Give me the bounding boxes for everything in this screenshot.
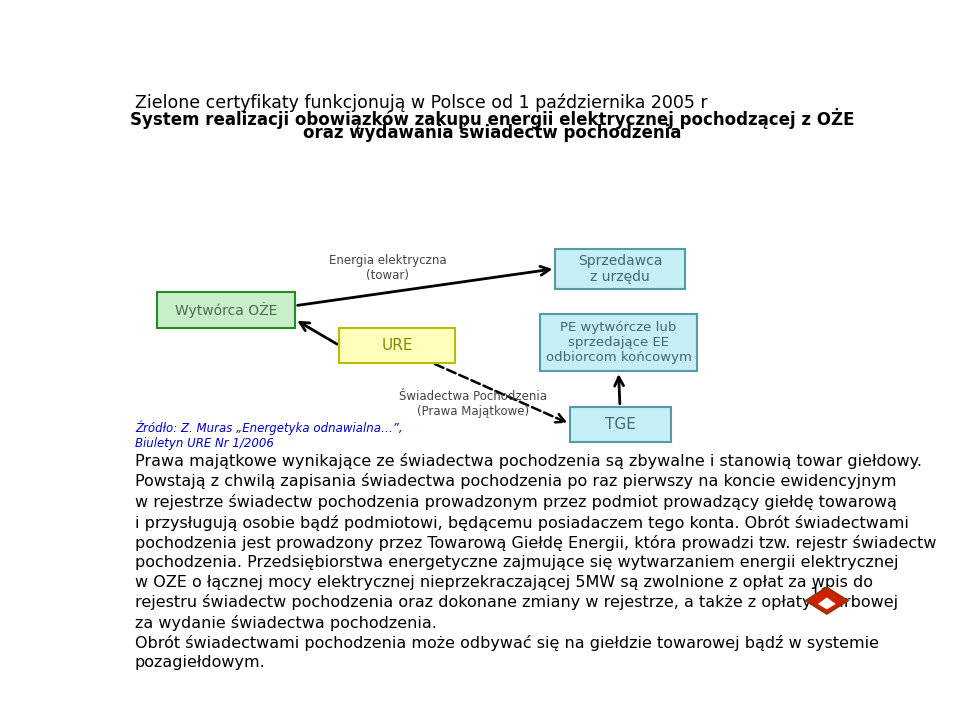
- Text: Świadectwa Pochodzenia
(Prawa Majątkowe): Świadectwa Pochodzenia (Prawa Majątkowe): [399, 390, 547, 418]
- Text: Energia elektryczna
(towar): Energia elektryczna (towar): [329, 253, 446, 282]
- Text: Wytwórca OŻE: Wytwórca OŻE: [175, 302, 277, 318]
- Text: 16: 16: [809, 586, 830, 604]
- Text: Zielone certyfikaty funkcjonują w Polsce od 1 października 2005 r: Zielone certyfikaty funkcjonują w Polsce…: [134, 93, 708, 112]
- FancyBboxPatch shape: [340, 328, 455, 363]
- Polygon shape: [818, 598, 836, 610]
- Text: Źródło: Z. Muras „Energetyka odnawialna…”,
Biuletyn URE Nr 1/2006: Źródło: Z. Muras „Energetyka odnawialna……: [134, 421, 402, 450]
- Text: PE wytwórcze lub
sprzedające EE
odbiorcom końcowym: PE wytwórcze lub sprzedające EE odbiorco…: [545, 321, 691, 364]
- FancyBboxPatch shape: [555, 249, 685, 290]
- Polygon shape: [806, 588, 848, 614]
- FancyBboxPatch shape: [570, 406, 670, 442]
- FancyBboxPatch shape: [540, 314, 697, 371]
- Text: Prawa majątkowe wynikające ze świadectwa pochodzenia są zbywalne i stanowią towa: Prawa majątkowe wynikające ze świadectwa…: [134, 453, 936, 670]
- FancyBboxPatch shape: [157, 292, 295, 328]
- Text: Sprzedawca
z urzędu: Sprzedawca z urzędu: [578, 254, 662, 284]
- Text: URE: URE: [381, 338, 413, 353]
- Text: oraz wydawania świadectw pochodzenia: oraz wydawania świadectw pochodzenia: [302, 123, 682, 142]
- Text: TGE: TGE: [605, 417, 636, 432]
- Text: System realizacji obowiązków zakupu energii elektrycznej pochodzącej z OŻE: System realizacji obowiązków zakupu ener…: [130, 108, 854, 129]
